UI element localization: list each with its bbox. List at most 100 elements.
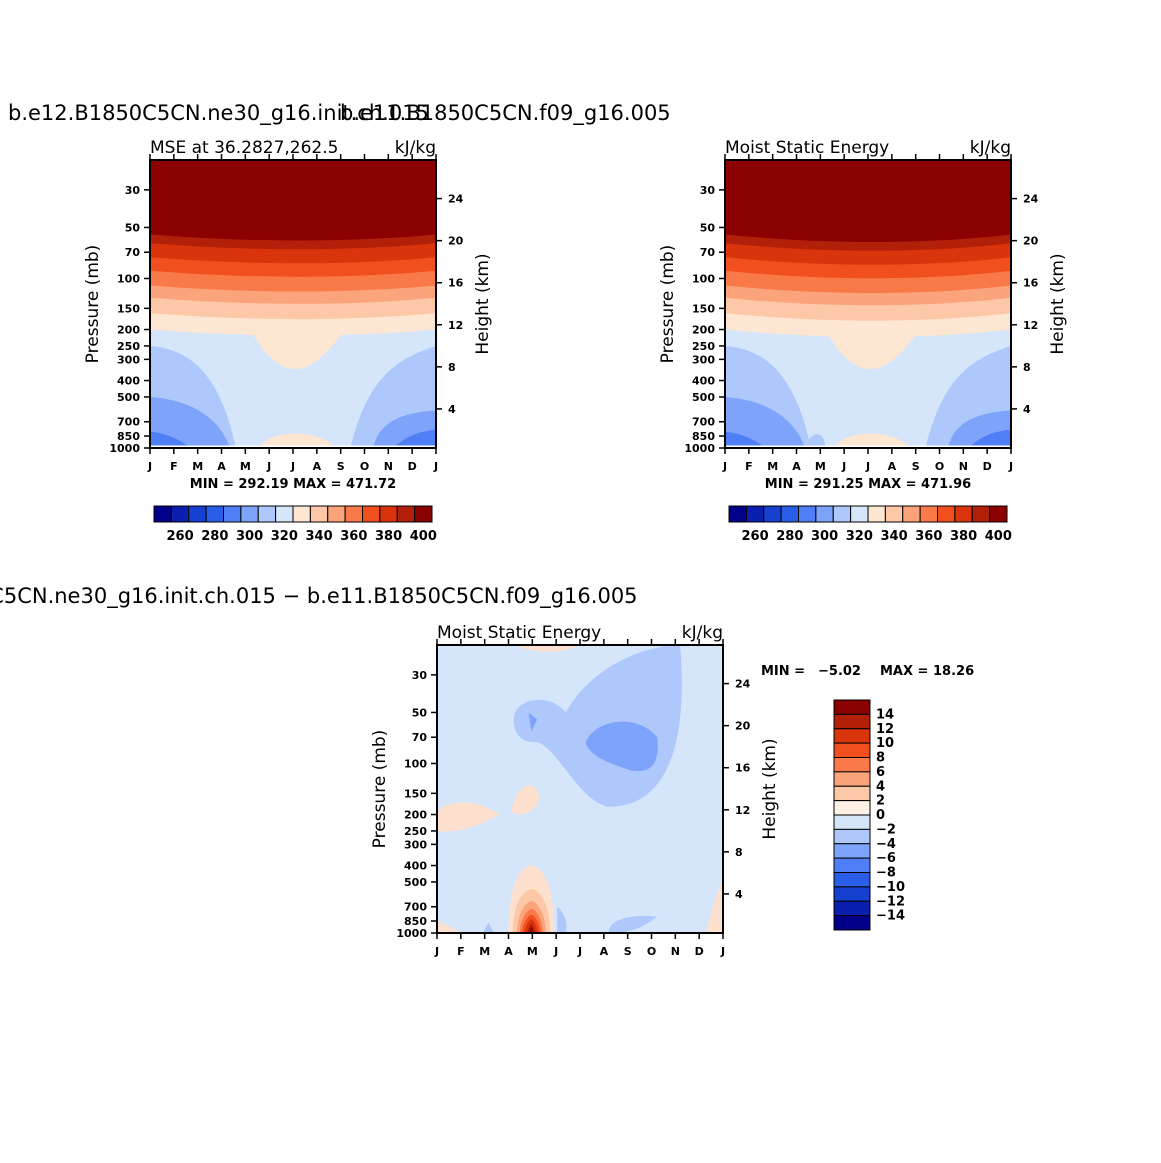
colorbar-box — [833, 886, 871, 902]
y-tick-label: 400 — [404, 860, 427, 873]
x-tick-label: A — [313, 460, 322, 473]
stats-max-label: MAX = — [880, 664, 928, 679]
subtitle-left: Moist Static Energy — [725, 138, 889, 158]
colorbar-box — [362, 505, 381, 523]
colorbar-box — [309, 505, 329, 523]
colorbar-label: 14 — [876, 707, 894, 722]
colorbar-label: 340 — [305, 529, 332, 544]
x-tick-label: J — [720, 945, 725, 958]
x-tick-label: J — [577, 945, 582, 958]
colorbar-label: 280 — [776, 529, 803, 544]
y-tick-label: 400 — [692, 375, 715, 388]
field — [150, 160, 436, 448]
plot-diff: Moist Static Energy kJ/kg J F M A M J J A S O N D J 30 5… — [370, 623, 974, 958]
plot-right: Moist Static Energy kJ/kg J F M A M J J A S O N D J 30 5… — [658, 138, 1068, 544]
colorbar-label: 6 — [876, 765, 885, 780]
colorbar-box — [815, 505, 834, 523]
pos-corner-left — [437, 921, 460, 933]
colorbar-box — [170, 505, 190, 523]
y-tick-right-label: 20 — [735, 720, 751, 733]
colorbar-label: 12 — [876, 722, 894, 737]
colorbar-label: −6 — [876, 851, 896, 866]
y-tick-right-label: 24 — [735, 678, 751, 691]
subtitle-left: Moist Static Energy — [437, 623, 601, 643]
neg-bottom-2 — [557, 906, 567, 933]
y-tick-label: 200 — [692, 324, 715, 337]
neg-bottom-3 — [482, 922, 495, 933]
neg-bottom — [608, 915, 658, 933]
field — [725, 160, 1011, 448]
colorbar-box — [937, 505, 956, 523]
colorbar-box — [919, 505, 938, 523]
y-tick-right-label: 4 — [735, 888, 743, 901]
colorbar-box — [728, 505, 747, 523]
colorbar-box — [153, 505, 172, 523]
x-tick-label: N — [384, 460, 393, 473]
colorbar-box — [344, 505, 363, 523]
y-tick-right-label: 8 — [448, 361, 456, 374]
colorbar-label: 10 — [876, 736, 894, 751]
pos-mid — [511, 785, 540, 815]
colorbar-box — [833, 843, 871, 859]
cold-core-left — [150, 396, 231, 448]
x-tick-label: D — [983, 460, 992, 473]
y-tick-right-label: 16 — [735, 762, 751, 775]
colorbar-label: −14 — [876, 909, 905, 924]
cold-sfc-left — [150, 431, 191, 448]
y-tick-label: 700 — [117, 416, 140, 429]
y-tick-label: 50 — [125, 221, 141, 234]
cold-core-left — [725, 396, 806, 448]
colorbar-label: −8 — [876, 866, 896, 881]
colorbar-box — [188, 505, 207, 523]
colorbar-box — [223, 505, 242, 523]
y-tick-right-label: 20 — [1023, 235, 1039, 248]
colorbar-label: 260 — [741, 529, 768, 544]
x-tick-label: J — [553, 945, 558, 958]
x-tick-label: M — [527, 945, 538, 958]
y-tick-label: 70 — [412, 731, 428, 744]
neg-core-upper — [585, 721, 658, 772]
y-tick-label: 70 — [700, 246, 716, 259]
colorbar-box — [833, 785, 871, 802]
y-tick-label: 50 — [412, 706, 428, 719]
y-tick-label: 400 — [117, 375, 140, 388]
subtitle-units: kJ/kg — [682, 623, 723, 643]
y-axis-label: Pressure (mb) — [370, 730, 390, 849]
y-tick-label: 100 — [692, 272, 715, 285]
stats-min-label: MIN = — [761, 664, 805, 679]
colorbar-label: 380 — [375, 529, 402, 544]
colorbar-box — [884, 505, 904, 523]
y-tick-label: 300 — [692, 353, 715, 366]
colorbar-label: −10 — [876, 880, 905, 895]
x-tick-label: J — [147, 460, 152, 473]
y-tick-label: 30 — [412, 669, 428, 682]
colorbar-label: 380 — [950, 529, 977, 544]
cold-spot — [805, 434, 826, 448]
x-tick-label: J — [266, 460, 271, 473]
colorbar-box — [833, 771, 871, 787]
stats-min-value: −5.02 — [818, 664, 861, 679]
field — [437, 645, 723, 933]
y-tick-right-label: 4 — [1023, 403, 1031, 416]
colorbar-box — [833, 857, 871, 873]
y-tick-label: 1000 — [109, 442, 140, 455]
colorbar-box — [379, 505, 398, 523]
colorbar-label: 320 — [846, 529, 873, 544]
subtitle-units: kJ/kg — [970, 138, 1011, 158]
colorbar-box — [833, 900, 871, 917]
colorbar-box — [205, 505, 224, 523]
colorbar-label: 0 — [876, 808, 885, 823]
subtitle-left: MSE at 36.2827,262.5 — [150, 138, 338, 158]
x-tick-label: A — [600, 945, 609, 958]
pos-corner-right — [705, 878, 723, 933]
colorbar-box — [902, 505, 921, 523]
x-tick-label: J — [434, 945, 439, 958]
y-tick-label: 200 — [117, 324, 140, 337]
warm-sfc — [833, 433, 911, 448]
colorbar-box — [257, 505, 277, 523]
x-tick-label: N — [959, 460, 968, 473]
y-tick-right-label: 12 — [735, 804, 750, 817]
y-axis-label-right: Height (km) — [760, 738, 780, 839]
y-tick-label: 70 — [125, 246, 141, 259]
